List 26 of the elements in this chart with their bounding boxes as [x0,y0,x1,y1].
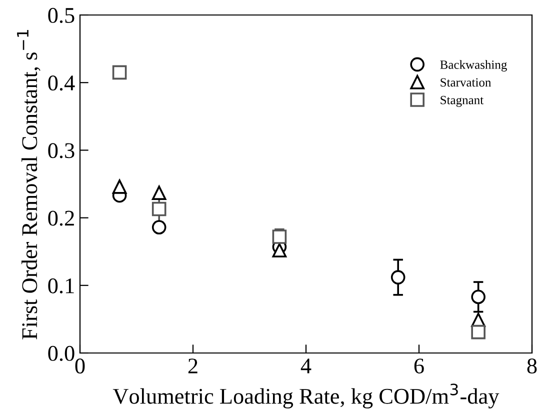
x-tick-label: 0 [75,358,85,374]
y-tick-label: 0.2 [48,210,74,226]
point [152,202,166,216]
point [390,270,406,284]
point [152,220,166,234]
point [471,324,486,340]
legend-label: Stagnant [440,96,484,107]
point [272,243,287,258]
y-tick-label: 0.4 [48,76,75,91]
point [112,65,127,80]
legend-label: Starvation [440,78,492,87]
point [112,180,127,194]
y-tick-label: 0.1 [48,278,74,294]
legend-label: Backwashing [440,60,507,72]
x-tick-label: 2 [188,358,198,374]
point [272,230,287,244]
x-axis-title: Volumetric Loading Rate, kg COD/m$^{3}$-day [112,384,500,408]
y-tick-label: 0.3 [48,143,74,158]
x-tick-label: 4 [300,358,312,374]
y-tick-label: 0.5 [48,8,74,24]
point [471,290,486,304]
x-tick-label: 8 [527,358,537,374]
y-tick-label: 0.0 [48,346,74,362]
x-tick-label: 6 [414,358,424,374]
y-axis-title: First Order Removal Constant, s$^{−1}$ [17,30,40,340]
point [152,186,166,200]
